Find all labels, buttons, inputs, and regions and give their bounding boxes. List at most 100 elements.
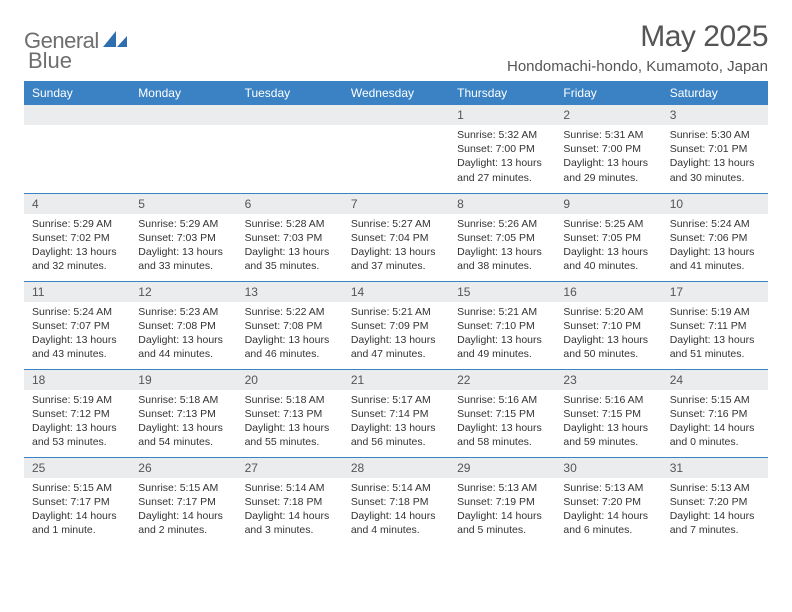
day-number: 28 bbox=[343, 458, 449, 478]
title-block: May 2025 Hondomachi-hondo, Kumamoto, Jap… bbox=[507, 20, 768, 75]
sunrise-line: Sunrise: 5:19 AM bbox=[670, 305, 760, 319]
day-details: Sunrise: 5:17 AMSunset: 7:14 PMDaylight:… bbox=[343, 390, 449, 454]
day-details: Sunrise: 5:16 AMSunset: 7:15 PMDaylight:… bbox=[449, 390, 555, 454]
day-details: Sunrise: 5:20 AMSunset: 7:10 PMDaylight:… bbox=[555, 302, 661, 366]
logo-sail-icon bbox=[103, 29, 129, 54]
sunset-line: Sunset: 7:04 PM bbox=[351, 231, 441, 245]
day-details: Sunrise: 5:23 AMSunset: 7:08 PMDaylight:… bbox=[130, 302, 236, 366]
day-cell: 14Sunrise: 5:21 AMSunset: 7:09 PMDayligh… bbox=[343, 281, 449, 369]
sunset-line: Sunset: 7:05 PM bbox=[563, 231, 653, 245]
sunrise-line: Sunrise: 5:15 AM bbox=[32, 481, 122, 495]
day-number: 24 bbox=[662, 370, 768, 390]
weekday-header: Monday bbox=[130, 81, 236, 105]
daylight-line: Daylight: 13 hours and 54 minutes. bbox=[138, 421, 228, 449]
week-row: 18Sunrise: 5:19 AMSunset: 7:12 PMDayligh… bbox=[24, 369, 768, 457]
sunrise-line: Sunrise: 5:32 AM bbox=[457, 128, 547, 142]
daylight-line: Daylight: 13 hours and 30 minutes. bbox=[670, 156, 760, 184]
sunrise-line: Sunrise: 5:26 AM bbox=[457, 217, 547, 231]
daylight-line: Daylight: 13 hours and 50 minutes. bbox=[563, 333, 653, 361]
day-details: Sunrise: 5:25 AMSunset: 7:05 PMDaylight:… bbox=[555, 214, 661, 278]
day-cell: 24Sunrise: 5:15 AMSunset: 7:16 PMDayligh… bbox=[662, 369, 768, 457]
day-details: Sunrise: 5:29 AMSunset: 7:03 PMDaylight:… bbox=[130, 214, 236, 278]
day-cell: 2Sunrise: 5:31 AMSunset: 7:00 PMDaylight… bbox=[555, 105, 661, 193]
calendar-table: Sunday Monday Tuesday Wednesday Thursday… bbox=[24, 81, 768, 545]
day-cell: 22Sunrise: 5:16 AMSunset: 7:15 PMDayligh… bbox=[449, 369, 555, 457]
day-number: 2 bbox=[555, 105, 661, 125]
day-number: 22 bbox=[449, 370, 555, 390]
day-number: 5 bbox=[130, 194, 236, 214]
sunrise-line: Sunrise: 5:16 AM bbox=[457, 393, 547, 407]
sunset-line: Sunset: 7:16 PM bbox=[670, 407, 760, 421]
sunset-line: Sunset: 7:13 PM bbox=[138, 407, 228, 421]
page: General May 2025 Hondomachi-hondo, Kumam… bbox=[0, 0, 792, 612]
day-cell: 15Sunrise: 5:21 AMSunset: 7:10 PMDayligh… bbox=[449, 281, 555, 369]
weekday-header-row: Sunday Monday Tuesday Wednesday Thursday… bbox=[24, 81, 768, 105]
week-row: 11Sunrise: 5:24 AMSunset: 7:07 PMDayligh… bbox=[24, 281, 768, 369]
sunset-line: Sunset: 7:10 PM bbox=[563, 319, 653, 333]
day-details: Sunrise: 5:21 AMSunset: 7:10 PMDaylight:… bbox=[449, 302, 555, 366]
sunset-line: Sunset: 7:10 PM bbox=[457, 319, 547, 333]
day-cell: 10Sunrise: 5:24 AMSunset: 7:06 PMDayligh… bbox=[662, 193, 768, 281]
daylight-line: Daylight: 14 hours and 3 minutes. bbox=[245, 509, 335, 537]
weekday-header: Friday bbox=[555, 81, 661, 105]
day-cell: 12Sunrise: 5:23 AMSunset: 7:08 PMDayligh… bbox=[130, 281, 236, 369]
sunrise-line: Sunrise: 5:18 AM bbox=[138, 393, 228, 407]
sunrise-line: Sunrise: 5:13 AM bbox=[457, 481, 547, 495]
sunrise-line: Sunrise: 5:16 AM bbox=[563, 393, 653, 407]
day-number: 23 bbox=[555, 370, 661, 390]
day-details: Sunrise: 5:14 AMSunset: 7:18 PMDaylight:… bbox=[343, 478, 449, 542]
day-cell: 16Sunrise: 5:20 AMSunset: 7:10 PMDayligh… bbox=[555, 281, 661, 369]
daylight-line: Daylight: 13 hours and 35 minutes. bbox=[245, 245, 335, 273]
daylight-line: Daylight: 13 hours and 49 minutes. bbox=[457, 333, 547, 361]
day-cell: 29Sunrise: 5:13 AMSunset: 7:19 PMDayligh… bbox=[449, 457, 555, 545]
sunrise-line: Sunrise: 5:14 AM bbox=[351, 481, 441, 495]
day-number: 19 bbox=[130, 370, 236, 390]
day-number: 10 bbox=[662, 194, 768, 214]
week-row: 1Sunrise: 5:32 AMSunset: 7:00 PMDaylight… bbox=[24, 105, 768, 193]
day-details: Sunrise: 5:24 AMSunset: 7:07 PMDaylight:… bbox=[24, 302, 130, 366]
day-number: 7 bbox=[343, 194, 449, 214]
day-number-bar bbox=[24, 105, 130, 125]
day-details: Sunrise: 5:18 AMSunset: 7:13 PMDaylight:… bbox=[237, 390, 343, 454]
day-cell: 11Sunrise: 5:24 AMSunset: 7:07 PMDayligh… bbox=[24, 281, 130, 369]
day-cell: 18Sunrise: 5:19 AMSunset: 7:12 PMDayligh… bbox=[24, 369, 130, 457]
day-number: 27 bbox=[237, 458, 343, 478]
sunrise-line: Sunrise: 5:27 AM bbox=[351, 217, 441, 231]
sunrise-line: Sunrise: 5:23 AM bbox=[138, 305, 228, 319]
sunset-line: Sunset: 7:20 PM bbox=[670, 495, 760, 509]
day-details: Sunrise: 5:31 AMSunset: 7:00 PMDaylight:… bbox=[555, 125, 661, 189]
day-cell: 1Sunrise: 5:32 AMSunset: 7:00 PMDaylight… bbox=[449, 105, 555, 193]
day-cell: 20Sunrise: 5:18 AMSunset: 7:13 PMDayligh… bbox=[237, 369, 343, 457]
daylight-line: Daylight: 13 hours and 53 minutes. bbox=[32, 421, 122, 449]
sunrise-line: Sunrise: 5:24 AM bbox=[670, 217, 760, 231]
daylight-line: Daylight: 13 hours and 51 minutes. bbox=[670, 333, 760, 361]
day-number: 13 bbox=[237, 282, 343, 302]
daylight-line: Daylight: 13 hours and 55 minutes. bbox=[245, 421, 335, 449]
daylight-line: Daylight: 13 hours and 47 minutes. bbox=[351, 333, 441, 361]
day-number: 12 bbox=[130, 282, 236, 302]
sunset-line: Sunset: 7:19 PM bbox=[457, 495, 547, 509]
sunrise-line: Sunrise: 5:18 AM bbox=[245, 393, 335, 407]
sunrise-line: Sunrise: 5:28 AM bbox=[245, 217, 335, 231]
logo-text-blue: Blue bbox=[28, 48, 72, 74]
daylight-line: Daylight: 13 hours and 32 minutes. bbox=[32, 245, 122, 273]
weekday-header: Tuesday bbox=[237, 81, 343, 105]
daylight-line: Daylight: 13 hours and 59 minutes. bbox=[563, 421, 653, 449]
day-details: Sunrise: 5:24 AMSunset: 7:06 PMDaylight:… bbox=[662, 214, 768, 278]
day-number: 3 bbox=[662, 105, 768, 125]
sunset-line: Sunset: 7:07 PM bbox=[32, 319, 122, 333]
day-number: 31 bbox=[662, 458, 768, 478]
day-cell: 26Sunrise: 5:15 AMSunset: 7:17 PMDayligh… bbox=[130, 457, 236, 545]
day-cell: 31Sunrise: 5:13 AMSunset: 7:20 PMDayligh… bbox=[662, 457, 768, 545]
sunset-line: Sunset: 7:03 PM bbox=[138, 231, 228, 245]
day-cell bbox=[343, 105, 449, 193]
sunset-line: Sunset: 7:00 PM bbox=[457, 142, 547, 156]
day-details: Sunrise: 5:16 AMSunset: 7:15 PMDaylight:… bbox=[555, 390, 661, 454]
day-number-bar bbox=[130, 105, 236, 125]
sunrise-line: Sunrise: 5:21 AM bbox=[457, 305, 547, 319]
daylight-line: Daylight: 13 hours and 37 minutes. bbox=[351, 245, 441, 273]
sunset-line: Sunset: 7:18 PM bbox=[351, 495, 441, 509]
sunset-line: Sunset: 7:08 PM bbox=[245, 319, 335, 333]
sunset-line: Sunset: 7:12 PM bbox=[32, 407, 122, 421]
header: General May 2025 Hondomachi-hondo, Kumam… bbox=[24, 20, 768, 75]
